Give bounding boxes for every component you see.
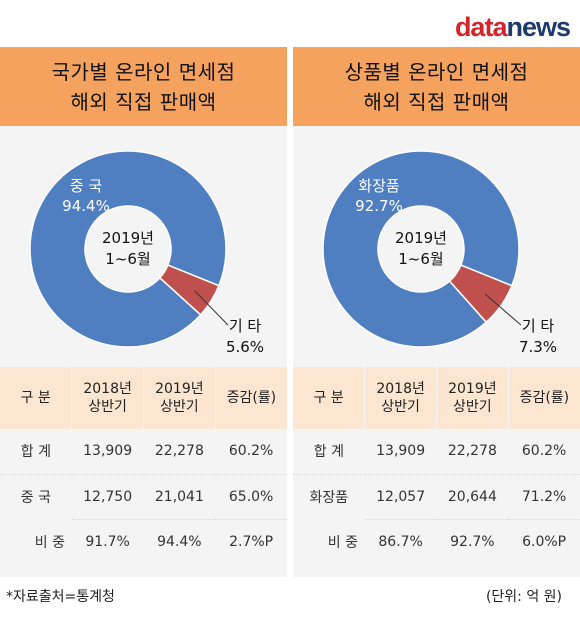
header-cell: 증감(률) <box>215 367 287 429</box>
table-cell: 비 중 <box>327 534 358 551</box>
slice-other-leader <box>194 290 229 326</box>
table-row: 중 국 12,750 21,041 65.0% <box>0 474 287 520</box>
slice-other-leader <box>484 293 522 326</box>
header-cell: 2019년 상반기 <box>143 367 216 429</box>
table-cell: 65.0% <box>215 474 287 520</box>
slice-main-value: 92.7% <box>355 197 403 215</box>
table-cell: 화장품 <box>309 489 349 506</box>
table-cell: 92.7% <box>450 533 495 550</box>
source-note: *자료출처=통계청 <box>6 589 115 605</box>
title-line-1: 국가별 온라인 면세점 <box>51 59 236 84</box>
data-table: 구 분 2018년 상반기 2019년 상반기 증감(률) 합 계 13,909… <box>0 367 287 564</box>
header-cell: 2018년 상반기 <box>71 367 144 429</box>
table-row: 합 계 13,909 22,278 60.2% <box>293 429 580 475</box>
header-cell: 증감(률) <box>508 367 580 429</box>
panel-title: 국가별 온라인 면세점 해외 직접 판매액 <box>0 47 287 126</box>
slice-other-label: 기 타 <box>522 317 555 335</box>
header-cell: 구 분 <box>0 367 73 429</box>
table-cell: 비 중 <box>34 534 65 551</box>
slice-other <box>158 264 220 316</box>
donut-chart-area: 화장품 92.7% 2019년 1~6월 기 타 7.3% <box>293 126 580 367</box>
panel-title: 상품별 온라인 면세점 해외 직접 판매액 <box>293 47 580 126</box>
donut-chart: 중 국 94.4% 2019년 1~6월 기 타 5.6% <box>29 150 264 356</box>
table-cell: 20,644 <box>436 474 509 520</box>
slice-main-value: 94.4% <box>62 197 110 215</box>
center-label-1: 2019년 <box>102 229 154 247</box>
table-cell: 2.7%P <box>229 533 274 550</box>
datanews-logo: datanews <box>454 12 571 42</box>
table-row: 비 중 91.7% 94.4% 2.7%P <box>0 519 287 564</box>
table-cell: 86.7% <box>378 533 423 550</box>
table-row: 합 계 13,909 22,278 60.2% <box>0 429 287 475</box>
header-cell: 구 분 <box>293 367 366 429</box>
title-line-2: 해외 직접 판매액 <box>70 89 217 114</box>
donut-chart: 화장품 92.7% 2019년 1~6월 기 타 7.3% <box>322 150 557 356</box>
table-cell: 21,041 <box>143 474 216 520</box>
title-line-1: 상품별 온라인 면세점 <box>344 59 529 84</box>
panel-by-country: 국가별 온라인 면세점 해외 직접 판매액 중 국 94.4% 2019년 1~… <box>0 47 287 577</box>
table-cell: 22,278 <box>143 429 216 475</box>
slice-other-label: 기 타 <box>229 317 262 335</box>
table-cell: 60.2% <box>508 429 580 475</box>
table-cell: 94.4% <box>157 533 202 550</box>
table-cell: 71.2% <box>508 474 580 520</box>
table-cell: 22,278 <box>436 429 509 475</box>
table-cell: 91.7% <box>85 533 130 550</box>
header-cell: 2018년 상반기 <box>364 367 437 429</box>
table-header-row: 구 분 2018년 상반기 2019년 상반기 증감(률) <box>293 367 580 429</box>
slice-other <box>448 264 513 324</box>
table-cell: 12,750 <box>71 474 144 520</box>
panel-by-product: 상품별 온라인 면세점 해외 직접 판매액 화장품 92.7% 2019년 1~… <box>293 47 580 577</box>
donut-chart-area: 중 국 94.4% 2019년 1~6월 기 타 5.6% <box>0 126 287 367</box>
slice-other-value: 5.6% <box>226 338 264 356</box>
slice-main <box>322 150 520 348</box>
unit-note: (단위: 억 원) <box>485 589 562 605</box>
table-row: 비 중 86.7% 92.7% 6.0%P <box>293 519 580 564</box>
table-cell: 60.2% <box>215 429 287 475</box>
slice-main <box>29 150 227 348</box>
table-row: 화장품 12,057 20,644 71.2% <box>293 474 580 520</box>
table-cell: 중 국 <box>20 489 51 506</box>
table-cell: 12,057 <box>364 474 437 520</box>
table-cell: 13,909 <box>364 429 437 475</box>
center-label-2: 1~6월 <box>105 250 150 268</box>
slice-main-label: 화장품 <box>358 177 399 195</box>
table-cell: 6.0%P <box>522 533 567 550</box>
table-cell: 합 계 <box>293 429 365 475</box>
title-line-2: 해외 직접 판매액 <box>363 89 510 114</box>
slice-main-label: 중 국 <box>70 177 103 195</box>
center-label-2: 1~6월 <box>398 250 443 268</box>
data-table: 구 분 2018년 상반기 2019년 상반기 증감(률) 합 계 13,909… <box>293 367 580 564</box>
header-cell: 2019년 상반기 <box>436 367 509 429</box>
table-header-row: 구 분 2018년 상반기 2019년 상반기 증감(률) <box>0 367 287 429</box>
center-label-1: 2019년 <box>395 229 447 247</box>
table-cell: 13,909 <box>71 429 144 475</box>
slice-other-value: 7.3% <box>519 338 557 356</box>
table-cell: 합 계 <box>0 429 72 475</box>
